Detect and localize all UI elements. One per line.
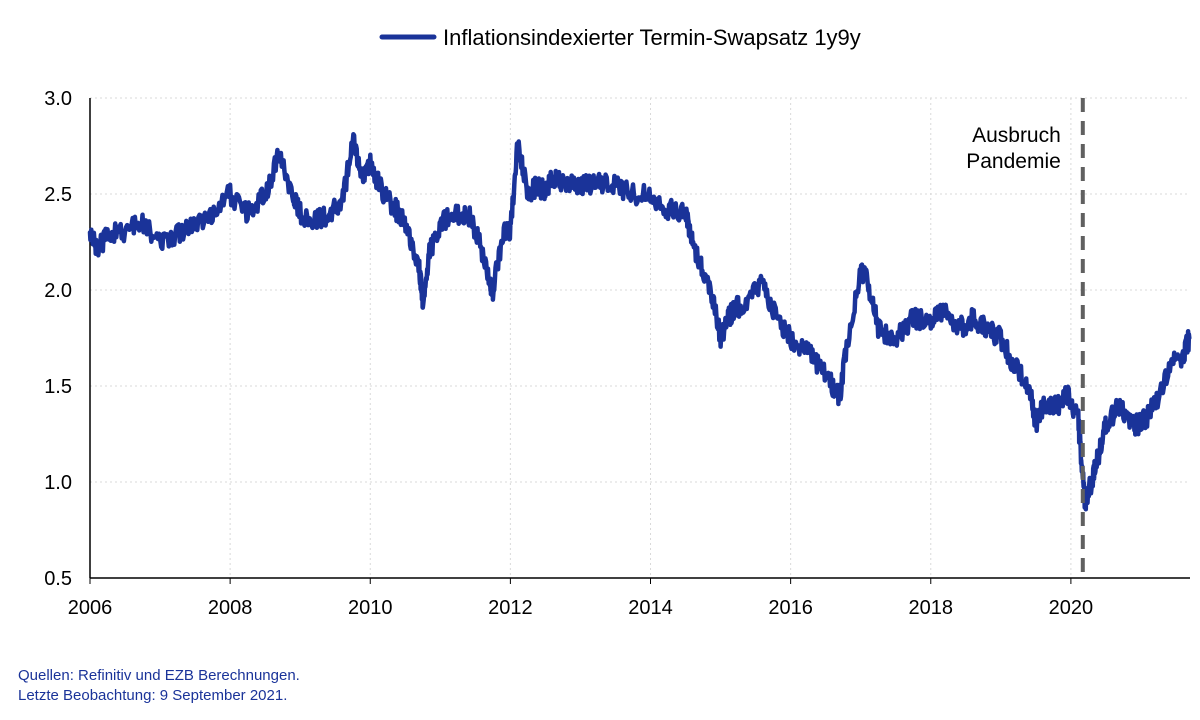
x-tick-label: 2018 <box>909 597 954 619</box>
legend: Inflationsindexierter Termin-Swapsatz 1y… <box>379 25 861 50</box>
annotation-group: Ausbruch Pandemie <box>966 98 1085 578</box>
y-tick-labels: 0.5 1.0 1.5 2.0 2.5 3.0 <box>44 88 72 590</box>
x-tick-label: 2014 <box>628 597 673 619</box>
axes <box>89 98 1190 579</box>
y-tick-label: 3.0 <box>44 88 72 110</box>
x-tick-label: 2016 <box>768 597 813 619</box>
y-tick-label: 1.0 <box>44 472 72 494</box>
x-tick-label: 2006 <box>68 597 113 619</box>
x-tick-label: 2010 <box>348 597 393 619</box>
source-note: Quellen: Refinitiv und EZB Berechnungen.… <box>18 666 300 706</box>
x-tick-label: 2012 <box>488 597 533 619</box>
series-line <box>87 131 1192 512</box>
y-tick-label: 0.5 <box>44 568 72 590</box>
legend-label: Inflationsindexierter Termin-Swapsatz 1y… <box>443 25 861 50</box>
x-tick-labels: 2006 2008 2010 2012 2014 2016 2018 2020 <box>68 578 1093 619</box>
grid-lines <box>90 97 1190 578</box>
x-tick-label: 2020 <box>1049 597 1094 619</box>
source-line: Quellen: Refinitiv und EZB Berechnungen. <box>18 667 300 684</box>
observation-line: Letzte Beobachtung: 9 September 2021. <box>18 687 288 704</box>
y-tick-label: 2.0 <box>44 280 72 302</box>
annotation-label: Pandemie <box>966 150 1061 173</box>
series-group <box>87 131 1192 512</box>
x-tick-label: 2008 <box>208 597 253 619</box>
y-tick-label: 2.5 <box>44 184 72 206</box>
annotation-label: Ausbruch <box>972 124 1061 147</box>
y-tick-label: 1.5 <box>44 376 72 398</box>
